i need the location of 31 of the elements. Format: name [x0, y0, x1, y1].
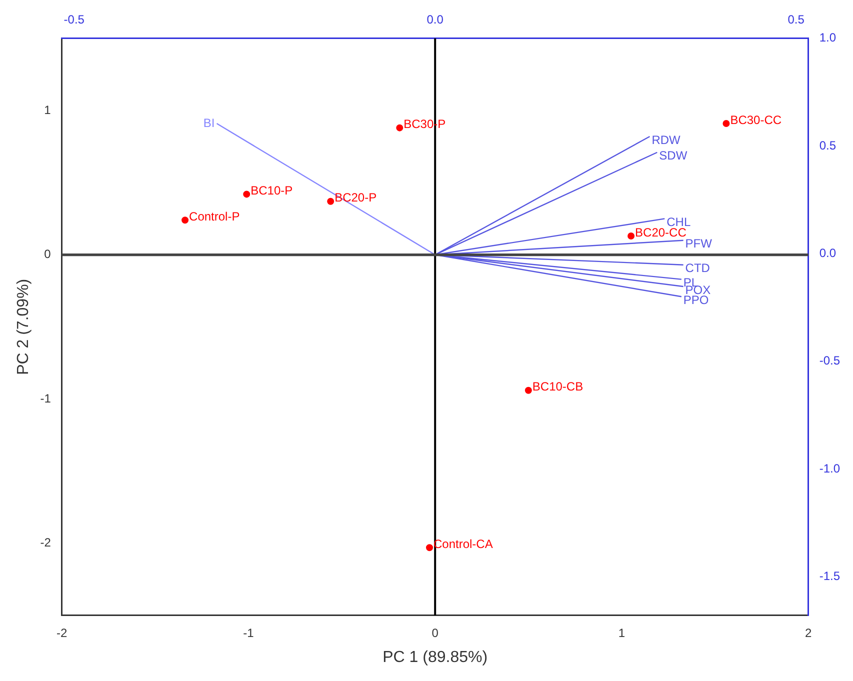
- series-label: BI: [203, 116, 215, 130]
- y-tick-label: 1: [44, 102, 52, 117]
- y2-tick-label: 0.5: [819, 138, 836, 152]
- series-label: SDW: [659, 148, 688, 163]
- x-tick-label: 1: [618, 626, 626, 640]
- y2-tick-label: -1.5: [819, 568, 840, 583]
- annotation: BC10-P: [250, 184, 293, 198]
- series-label: PFW: [685, 236, 713, 251]
- series-label: CTD: [685, 261, 710, 276]
- y2-tick-label: -1.0: [819, 461, 840, 476]
- x-tick-label: 0: [432, 626, 439, 640]
- x-tick-label: 2: [804, 626, 812, 640]
- annotation: BC10-CB: [532, 380, 584, 394]
- y-axis-title: PC 2 (7.09%): [15, 278, 32, 375]
- x-tick-label: -1: [243, 626, 254, 640]
- y-tick-label: 0: [44, 247, 52, 262]
- x-axis-title: PC 1 (89.85%): [382, 648, 488, 666]
- y2-tick-label: 1.0: [819, 30, 836, 45]
- x2-tick-label: -0.5: [64, 12, 85, 27]
- y-tick-label: -2: [40, 536, 52, 550]
- series-label: RDW: [652, 132, 682, 147]
- x2-tick-label: 0.0: [426, 12, 444, 27]
- y-tick-label: -1: [40, 391, 52, 406]
- y2-tick-label: 0.0: [819, 246, 836, 260]
- x-tick-label: -2: [56, 626, 68, 640]
- annotation: BC30-CC: [730, 112, 782, 127]
- annotation: BC20-P: [334, 190, 377, 205]
- annotation: Control-P: [189, 209, 240, 224]
- x2-tick-label: 0.5: [788, 12, 805, 27]
- series-label: PPO: [683, 292, 709, 307]
- y2-tick-label: -0.5: [819, 354, 840, 368]
